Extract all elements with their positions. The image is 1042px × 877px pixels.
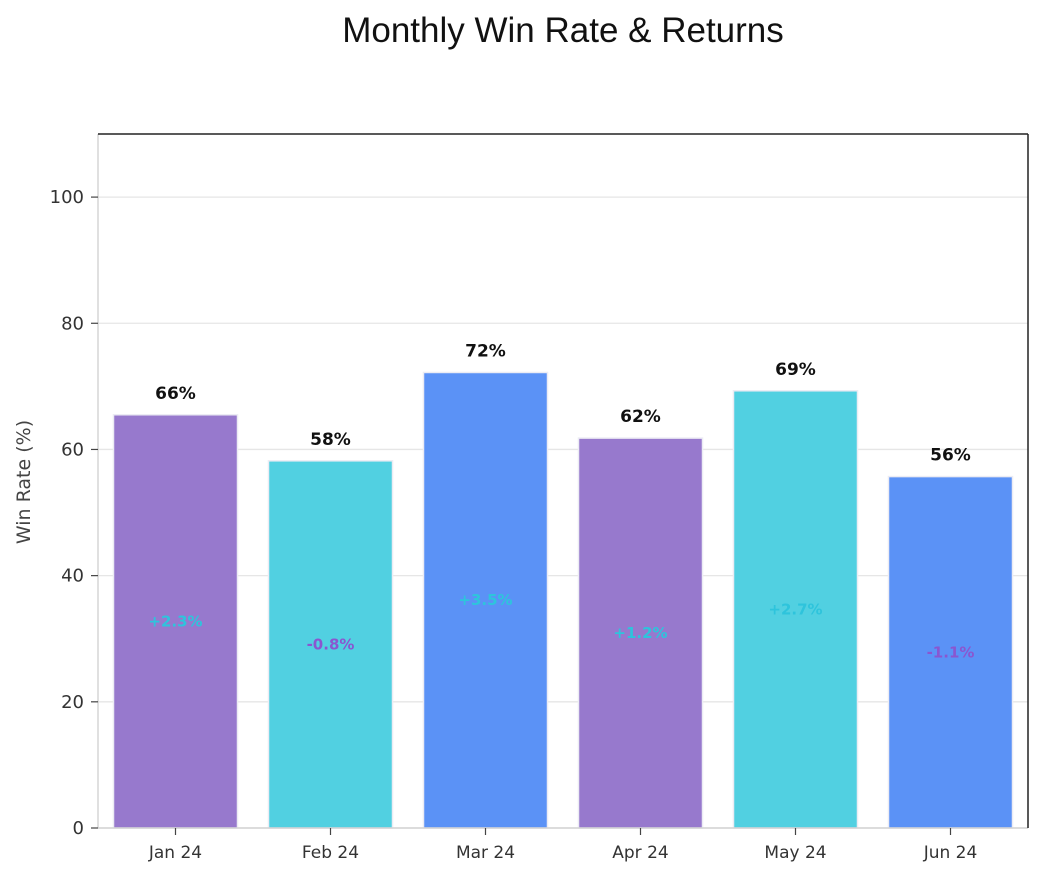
bar — [267, 460, 394, 829]
y-ticks: 0 20 40 60 80 100 — [50, 187, 98, 839]
return-label: -0.8% — [307, 635, 355, 653]
value-label: 66% — [155, 384, 196, 404]
x-tick-label: Mar 24 — [456, 843, 515, 863]
y-tick-label: 40 — [61, 566, 84, 587]
bar — [887, 475, 1014, 829]
x-tick-label: Jun 24 — [923, 843, 978, 863]
return-label: -1.1% — [927, 643, 975, 661]
data-labels: 66% 58% 72% 62% 69% 56% +2.3% -0.8% +3.5% +1.2% +2… — [148, 341, 974, 661]
y-tick-label: 20 — [61, 692, 84, 713]
y-axis-label: Win Rate (%) — [13, 420, 35, 544]
y-tick-label: 80 — [61, 313, 84, 334]
y-tick-label: 60 — [61, 439, 84, 460]
axes — [97, 133, 1029, 829]
bar — [422, 371, 549, 829]
x-ticks: Jan 24 Feb 24 Mar 24 Apr 24 May 24 Jun 24 — [148, 828, 977, 863]
x-tick-label: Jan 24 — [148, 843, 202, 863]
x-tick-label: May 24 — [764, 843, 826, 863]
bar — [732, 390, 859, 829]
y-tick-label: 0 — [73, 818, 84, 839]
return-label: +2.3% — [148, 612, 202, 630]
return-label: +3.5% — [458, 591, 512, 609]
x-tick-label: Apr 24 — [612, 843, 668, 863]
value-label: 62% — [620, 407, 661, 427]
value-label: 69% — [775, 360, 816, 380]
chart-title: Monthly Win Rate & Returns — [342, 11, 784, 50]
value-label: 72% — [465, 341, 506, 361]
value-label: 58% — [310, 430, 351, 450]
return-label: +2.7% — [768, 600, 822, 618]
x-tick-label: Feb 24 — [302, 843, 359, 863]
value-label: 56% — [930, 446, 971, 466]
return-label: +1.2% — [613, 624, 667, 642]
bars — [112, 371, 1014, 829]
bar — [577, 437, 704, 829]
y-tick-label: 100 — [50, 187, 84, 208]
